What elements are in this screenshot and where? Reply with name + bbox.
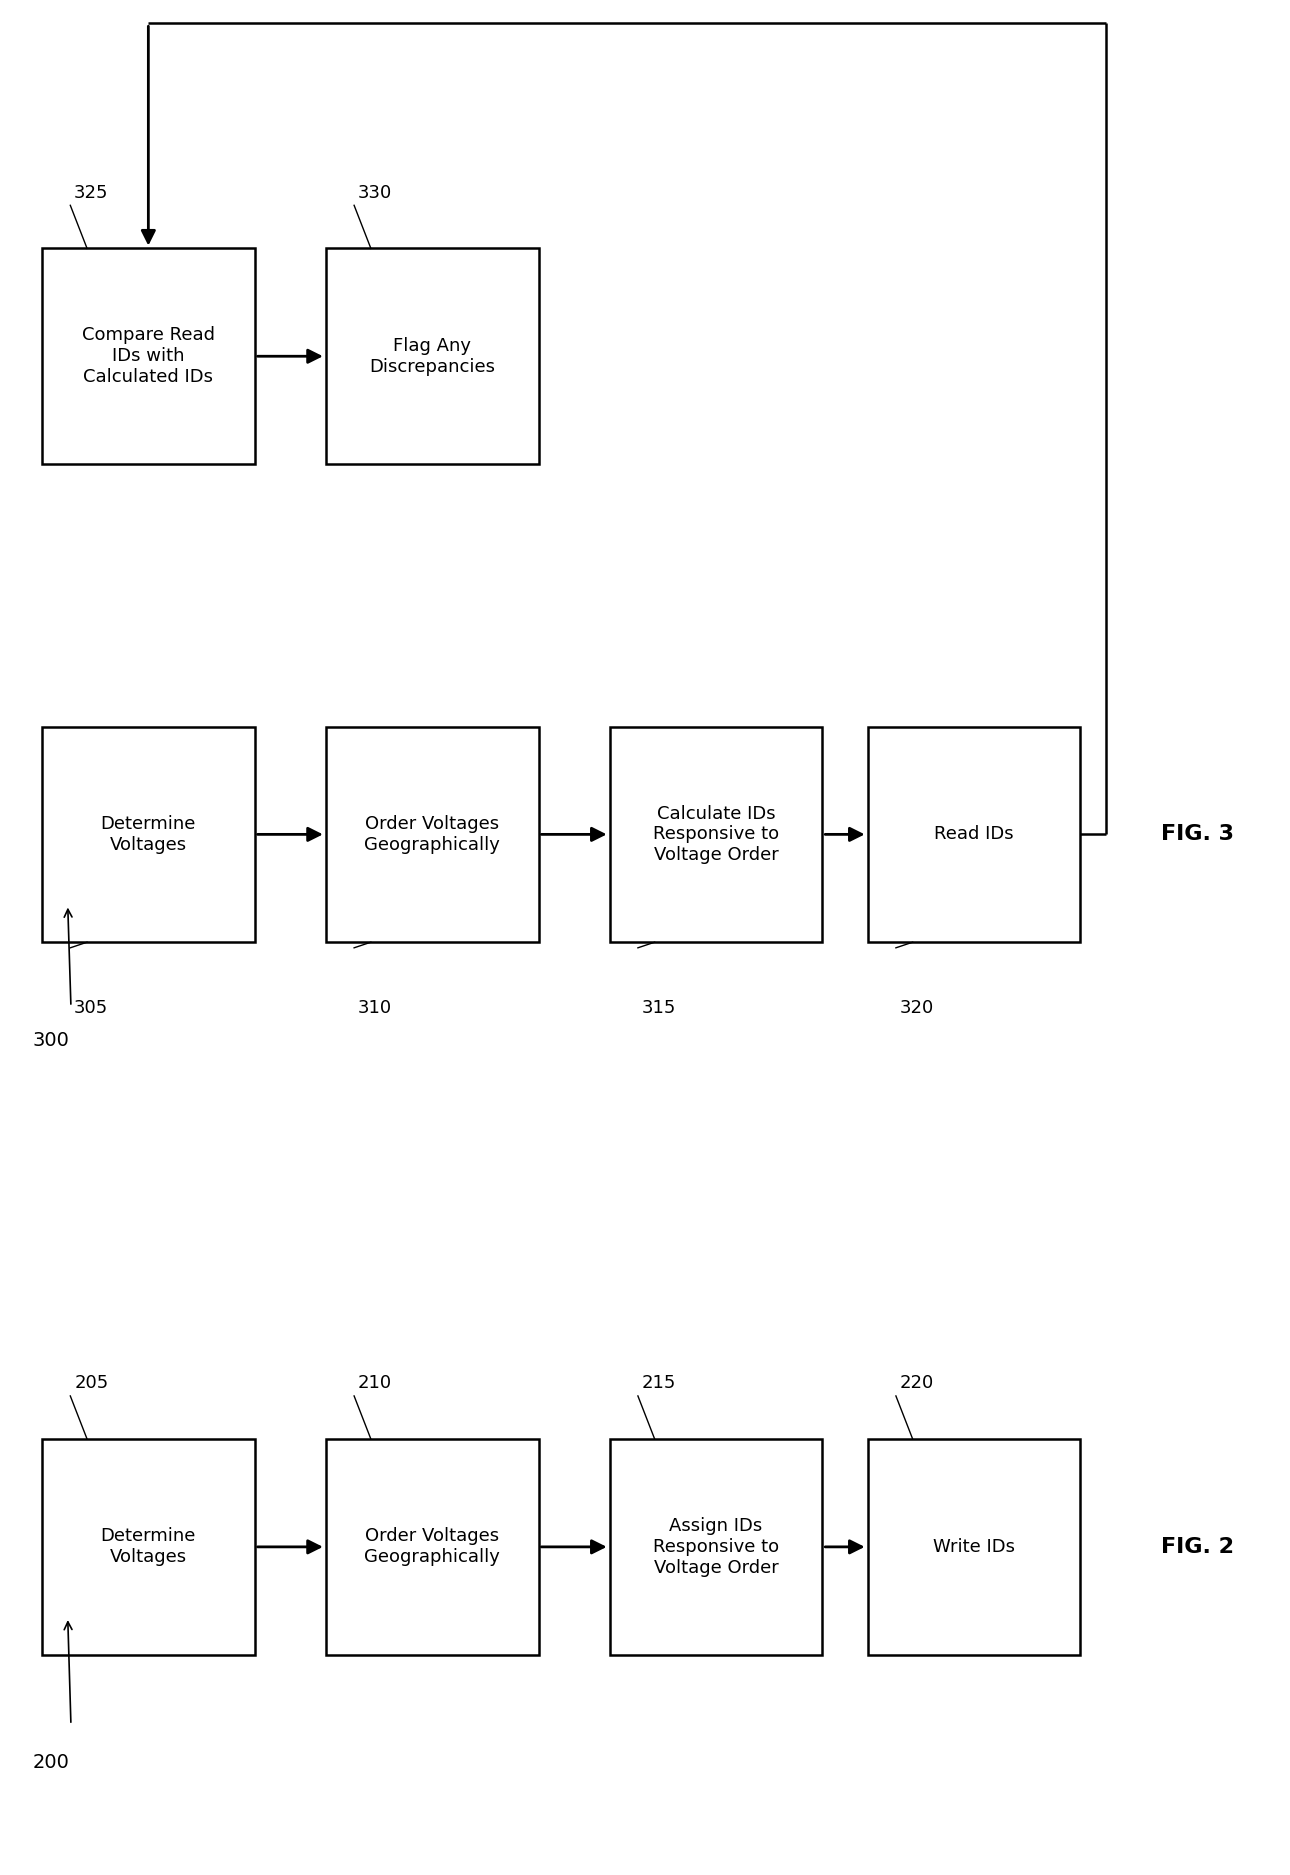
Text: Determine
Voltages: Determine Voltages [101, 1528, 196, 1566]
Bar [41, 726, 255, 941]
Text: 200: 200 [32, 1753, 70, 1772]
Text: Write IDs: Write IDs [933, 1538, 1015, 1556]
Text: 305: 305 [74, 999, 108, 1016]
Bar [610, 726, 823, 941]
Text: 215: 215 [642, 1374, 676, 1391]
Text: Assign IDs
Responsive to
Voltage Order: Assign IDs Responsive to Voltage Order [653, 1517, 779, 1577]
Text: 220: 220 [900, 1374, 934, 1391]
Text: 315: 315 [642, 999, 676, 1016]
Text: Order Voltages
Geographically: Order Voltages Geographically [364, 816, 501, 853]
Text: 300: 300 [32, 1031, 70, 1050]
Bar [325, 248, 539, 463]
Text: Calculate IDs
Responsive to
Voltage Order: Calculate IDs Responsive to Voltage Orde… [653, 804, 779, 864]
Text: 210: 210 [359, 1374, 392, 1391]
Text: 330: 330 [359, 184, 392, 201]
Text: FIG. 2: FIG. 2 [1161, 1538, 1235, 1556]
Text: 320: 320 [900, 999, 934, 1016]
Bar [325, 726, 539, 941]
Text: Determine
Voltages: Determine Voltages [101, 816, 196, 853]
Text: 310: 310 [359, 999, 392, 1016]
Text: FIG. 3: FIG. 3 [1161, 825, 1235, 844]
Bar [41, 248, 255, 463]
Bar [867, 1440, 1081, 1654]
Text: Flag Any
Discrepancies: Flag Any Discrepancies [369, 338, 495, 375]
Bar [610, 1440, 823, 1654]
Text: Order Voltages
Geographically: Order Voltages Geographically [364, 1528, 501, 1566]
Text: Compare Read
IDs with
Calculated IDs: Compare Read IDs with Calculated IDs [81, 326, 215, 386]
Bar [867, 726, 1081, 941]
Text: 205: 205 [74, 1374, 108, 1391]
Bar [41, 1440, 255, 1654]
Text: 325: 325 [74, 184, 108, 201]
Text: Read IDs: Read IDs [934, 825, 1014, 844]
Bar [325, 1440, 539, 1654]
